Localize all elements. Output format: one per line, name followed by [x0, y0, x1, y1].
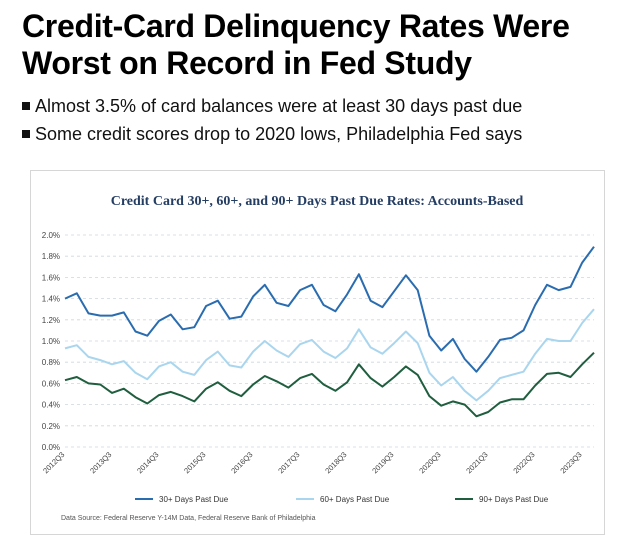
y-tick-label: 0.8%	[42, 358, 60, 367]
y-tick-label: 1.4%	[42, 295, 60, 304]
series-lines	[64, 246, 595, 418]
chart-title: Credit Card 30+, 60+, and 90+ Days Past …	[111, 194, 524, 209]
legend-label: 60+ Days Past Due	[320, 495, 390, 504]
legend-label: 30+ Days Past Due	[159, 495, 229, 504]
y-tick-label: 2.0%	[42, 231, 60, 240]
x-tick-label: 2023Q3	[558, 450, 583, 475]
x-axis-ticks: 2012Q3 2013Q3 2014Q3 2015Q3 2016Q3 2017Q3 2018…	[41, 450, 583, 475]
y-tick-label: 0.0%	[42, 443, 60, 452]
bullet-item: Some credit scores drop to 2020 lows, Ph…	[22, 120, 522, 148]
headline-line-2: Worst on Record in Fed Study	[22, 45, 472, 81]
y-tick-label: 0.4%	[42, 401, 60, 410]
x-tick-label: 2015Q3	[182, 450, 207, 475]
x-tick-label: 2016Q3	[229, 450, 254, 475]
y-tick-label: 1.8%	[42, 252, 60, 261]
x-tick-label: 2022Q3	[511, 450, 536, 475]
bullet-square-icon	[22, 130, 30, 138]
x-tick-label: 2021Q3	[464, 450, 489, 475]
x-tick-label: 2014Q3	[135, 450, 160, 475]
y-tick-label: 1.0%	[42, 337, 60, 346]
series-line	[64, 308, 595, 402]
x-tick-label: 2013Q3	[88, 450, 113, 475]
y-tick-label: 0.2%	[42, 422, 60, 431]
y-tick-label: 0.6%	[42, 379, 60, 388]
series-line	[64, 246, 595, 373]
x-tick-label: 2020Q3	[417, 450, 442, 475]
bullet-square-icon	[22, 102, 30, 110]
bullet-text: Almost 3.5% of card balances were at lea…	[35, 96, 523, 116]
bullet-item: Almost 3.5% of card balances were at lea…	[22, 92, 522, 120]
x-tick-label: 2017Q3	[276, 450, 301, 475]
headline-line-1: Credit-Card Delinquency Rates Were	[22, 8, 570, 44]
y-tick-label: 1.6%	[42, 273, 60, 282]
delinquency-line-chart: Credit Card 30+, 60+, and 90+ Days Past …	[41, 194, 595, 522]
legend: 30+ Days Past Due 60+ Days Past Due 90+ Da…	[135, 495, 549, 504]
y-tick-label: 1.2%	[42, 316, 60, 325]
bullet-list: Almost 3.5% of card balances were at lea…	[22, 92, 522, 148]
gridlines	[65, 234, 594, 448]
chart-card: Credit Card 30+, 60+, and 90+ Days Past …	[30, 170, 605, 535]
legend-label: 90+ Days Past Due	[479, 495, 549, 504]
x-tick-label: 2018Q3	[323, 450, 348, 475]
headline: Credit-Card Delinquency Rates Were Worst…	[22, 8, 622, 82]
source-note: Data Source: Federal Reserve Y-14M Data,…	[61, 515, 316, 522]
x-tick-label: 2012Q3	[41, 450, 66, 475]
x-tick-label: 2019Q3	[370, 450, 395, 475]
series-line	[64, 351, 595, 418]
y-axis-ticks: 0.0% 0.2% 0.4% 0.6% 0.8% 1.0% 1.2% 1.4% 1.6% 1.8%…	[42, 231, 60, 452]
bullet-text: Some credit scores drop to 2020 lows, Ph…	[35, 124, 523, 144]
